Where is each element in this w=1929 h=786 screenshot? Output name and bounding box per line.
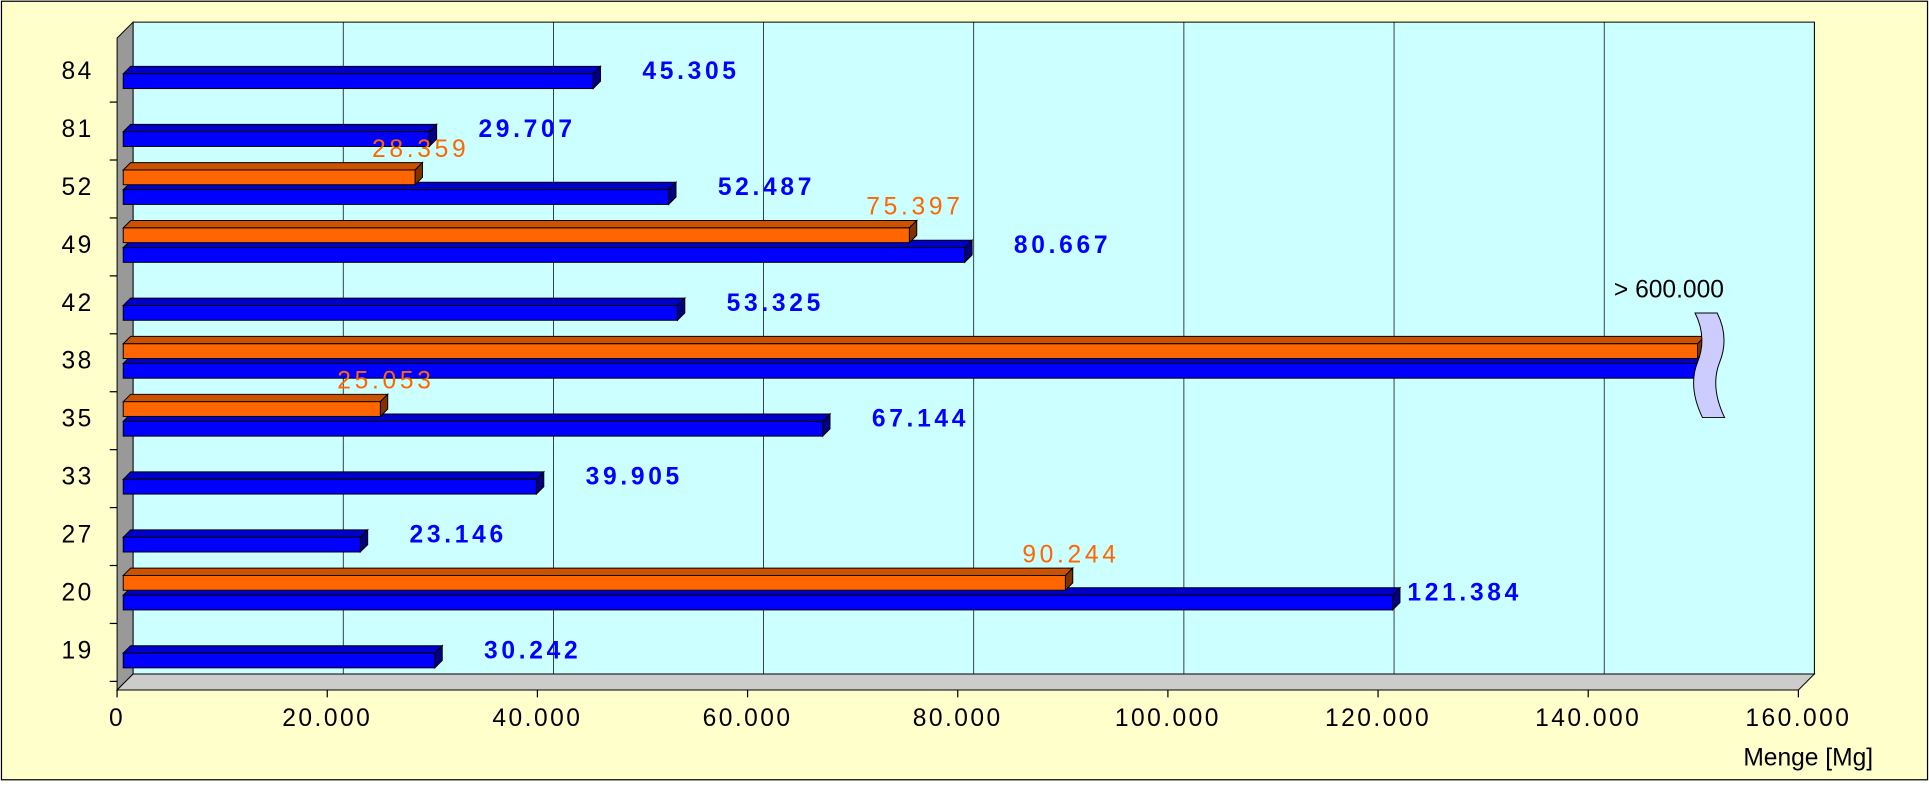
x-tick-label: 140.000 [1535,705,1641,732]
bar [122,586,1402,612]
bar-front [122,305,678,321]
bar-front [122,574,1066,591]
bar [122,393,389,418]
x-tick-label: 0 [109,705,125,732]
value-label: 67.144 [872,406,969,433]
bar-top [122,65,602,75]
y-tick-label: 33 [61,464,93,491]
y-tick-label: 42 [61,290,93,317]
x-tick-label: 60.000 [703,705,793,732]
bar [122,470,545,496]
value-label: 45.305 [642,58,739,85]
bar-top [122,335,1707,345]
bar-top [122,162,424,171]
x-tick-label: 100.000 [1115,705,1221,732]
bar-front [122,594,1394,611]
bar [122,644,444,670]
value-label: 53.325 [727,290,824,317]
y-tick-label: 52 [61,174,93,201]
y-tick-label: 27 [61,521,93,548]
y-tick-label: 19 [61,637,93,664]
bar-top [122,645,444,654]
y-tick-label: 38 [61,348,93,375]
value-label: 39.905 [586,464,683,491]
bar [122,239,974,264]
bar [122,412,832,438]
floor [115,673,1816,691]
bar-top [122,123,438,133]
y-tick-label: 35 [61,406,93,433]
y-tick-label: 84 [61,58,93,85]
value-label: 90.244 [1022,541,1119,568]
x-tick-label: 160.000 [1745,705,1851,732]
bar-front [122,536,361,553]
value-label: 23.146 [410,521,507,548]
bar-top [122,567,1074,576]
bar [122,335,1707,360]
x-axis-label: Menge [Mg] [1743,744,1873,771]
bar-front [122,343,1699,360]
bar-top [122,529,369,538]
bar-top [122,471,545,480]
bar [122,296,686,322]
bar-front [122,652,436,669]
bar [122,181,678,206]
x-tick-label: 40.000 [492,705,582,732]
value-label: 28.359 [372,136,469,163]
value-label: 52.487 [718,174,815,201]
y-tick-label: 81 [61,116,93,143]
bar-top [122,297,686,307]
bar-front [122,189,670,205]
bar-front [122,247,966,263]
bar [122,65,602,90]
bar-front [122,131,430,147]
bar-front [122,73,594,90]
bar-top [122,393,389,403]
bar [122,528,369,554]
x-tick-label: 20.000 [282,705,372,732]
x-tick-label: 80.000 [913,705,1003,732]
bar [122,566,1074,592]
bar-front [122,227,910,244]
value-label: 25.053 [337,368,434,395]
bar-front [122,401,381,417]
bar-front [122,420,824,437]
y-tick-label: 49 [61,232,93,259]
value-label: 121.384 [1407,579,1522,606]
bar-front [122,478,537,495]
value-label: 30.242 [484,637,581,664]
value-label: 80.667 [1014,232,1111,259]
value-label: 29.707 [478,116,575,143]
bar-top [122,220,918,229]
bar [122,123,438,148]
break-symbol [1693,312,1726,419]
value-label: 75.397 [866,194,963,221]
bar [122,219,918,244]
x-tick-label: 120.000 [1325,705,1431,732]
bar-front [122,169,416,186]
y-tick-label: 20 [61,579,93,606]
annotation: > 600.000 [1614,276,1724,303]
bar [122,161,424,186]
